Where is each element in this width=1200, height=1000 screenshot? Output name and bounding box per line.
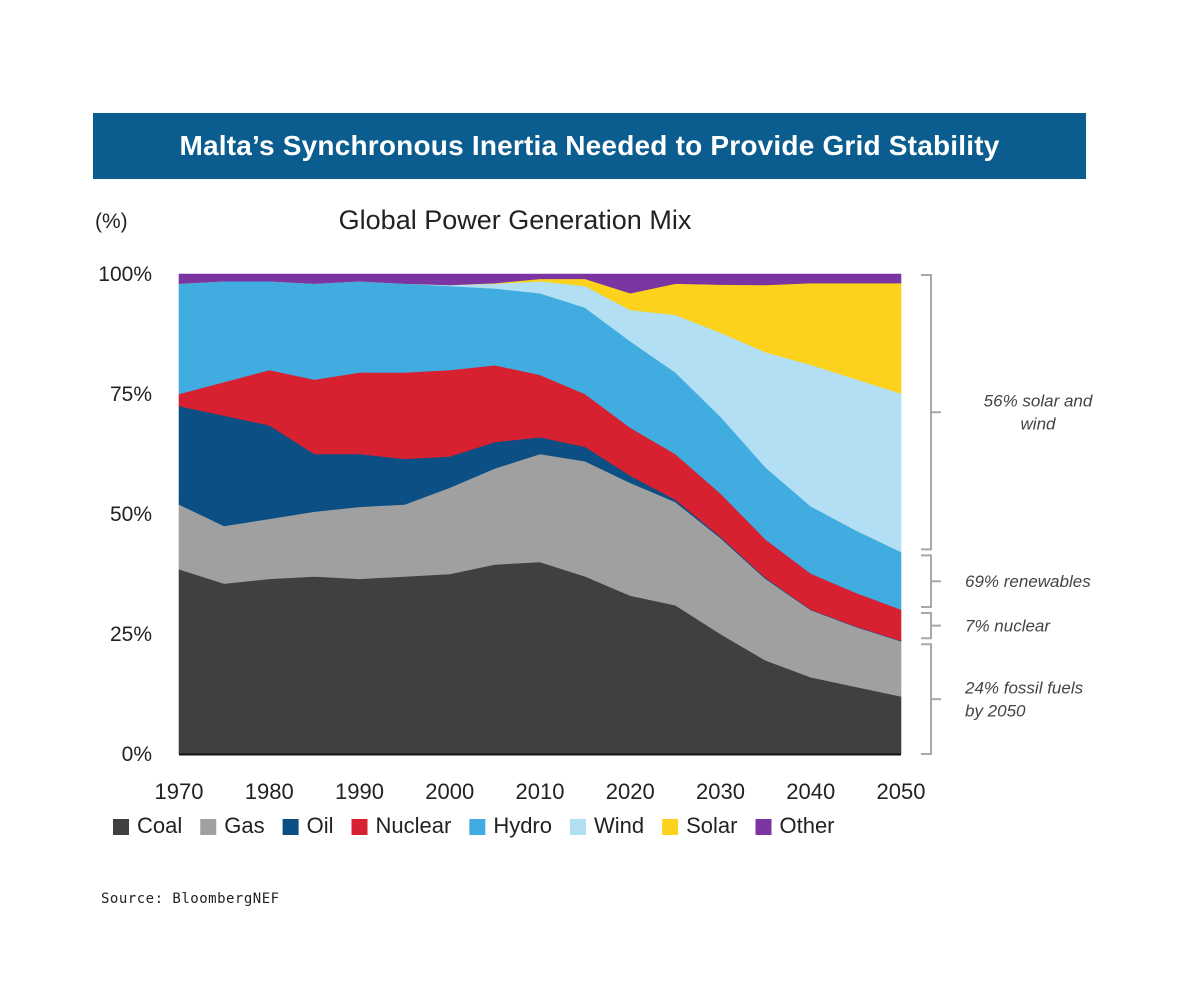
legend-label: Solar bbox=[686, 813, 737, 838]
annotation-2: 7% nuclear bbox=[921, 612, 1051, 640]
y-tick-label: 100% bbox=[98, 263, 152, 286]
legend-item-nuclear: Nuclear bbox=[351, 813, 452, 838]
x-tick-label: 2020 bbox=[606, 779, 655, 804]
annotation-bracket bbox=[921, 612, 941, 640]
y-tick-label: 50% bbox=[110, 503, 152, 526]
source-note: Source: BloombergNEF bbox=[101, 891, 280, 907]
legend-label: Oil bbox=[307, 813, 334, 838]
legend-label: Wind bbox=[594, 813, 644, 838]
legend-label: Hydro bbox=[493, 813, 552, 838]
legend-label: Other bbox=[779, 813, 834, 838]
annotation-label: 69% renewables bbox=[965, 572, 1091, 591]
y-tick-labels: 0% 25% 50% 75% 100% bbox=[98, 263, 152, 766]
legend-swatch bbox=[282, 819, 299, 835]
legend-item-oil: Oil bbox=[282, 813, 334, 838]
y-tick-label: 25% bbox=[110, 623, 152, 646]
annotation-bracket bbox=[921, 554, 941, 608]
annotation-3: 24% fossil fuels by 2050 bbox=[921, 643, 1084, 755]
y-tick-label: 75% bbox=[110, 383, 152, 406]
annotation-0: 56% solar and wind bbox=[921, 274, 1093, 551]
x-tick-label: 2000 bbox=[425, 779, 474, 804]
legend-label: Nuclear bbox=[376, 813, 452, 838]
annotation-label: 56% solar and bbox=[984, 392, 1093, 411]
legend-item-other: Other bbox=[755, 813, 835, 838]
legend-item-solar: Solar bbox=[662, 813, 737, 838]
annotation-1: 69% renewables bbox=[921, 554, 1091, 608]
annotation-bracket bbox=[921, 274, 941, 551]
legend-swatch bbox=[570, 819, 586, 835]
x-tick-labels: 1970 1980 1990 2000 2010 2020 2030 2040 2050 bbox=[155, 779, 926, 804]
legend-swatch bbox=[755, 819, 772, 835]
chart-title: Global Power Generation Mix bbox=[339, 205, 692, 235]
legend-item-hydro: Hydro bbox=[469, 813, 552, 838]
x-tick-label: 2010 bbox=[516, 779, 565, 804]
annotation-bracket bbox=[921, 643, 941, 755]
annotation-label: wind bbox=[1021, 415, 1057, 434]
x-tick-label: 2050 bbox=[877, 779, 926, 804]
legend-item-wind: Wind bbox=[570, 813, 644, 838]
legend-swatch bbox=[113, 819, 129, 835]
x-tick-label: 1980 bbox=[245, 779, 294, 804]
area-series-group bbox=[178, 273, 902, 755]
legend-swatch bbox=[469, 819, 486, 835]
legend-item-coal: Coal bbox=[113, 813, 182, 838]
y-axis-label: (%) bbox=[95, 210, 128, 233]
legend-item-gas: Gas bbox=[200, 813, 265, 838]
legend: Coal Gas Oil Nuclear Hydro Wind Solar Other bbox=[113, 813, 835, 838]
legend-swatch bbox=[662, 819, 679, 835]
legend-swatch bbox=[200, 819, 217, 835]
x-tick-label: 2030 bbox=[696, 779, 745, 804]
annotation-label: 24% fossil fuels bbox=[964, 679, 1084, 698]
annotation-label: 7% nuclear bbox=[965, 617, 1051, 636]
y-tick-label: 0% bbox=[122, 743, 152, 766]
annotations: 56% solar and wind 69% renewables 7% nuclea… bbox=[921, 274, 1093, 755]
legend-label: Gas bbox=[224, 813, 264, 838]
area-other bbox=[178, 273, 902, 294]
legend-swatch bbox=[351, 819, 368, 835]
chart-banner-title: Malta’s Synchronous Inertia Needed to Pr… bbox=[93, 113, 1086, 179]
legend-label: Coal bbox=[137, 813, 182, 838]
x-tick-label: 1970 bbox=[155, 779, 204, 804]
annotation-label: by 2050 bbox=[965, 702, 1026, 721]
x-tick-label: 1990 bbox=[335, 779, 384, 804]
x-tick-label: 2040 bbox=[786, 779, 835, 804]
